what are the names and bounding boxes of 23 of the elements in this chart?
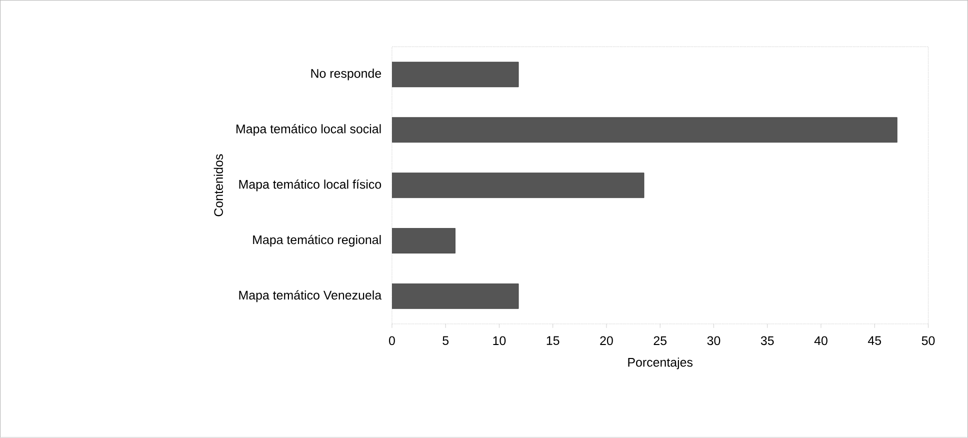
bar (392, 62, 519, 88)
x-tick-label: 30 (707, 336, 720, 346)
y-tick-label: Mapa temático Venezuela (239, 290, 382, 302)
y-tick-label: Mapa temático local físico (239, 180, 382, 192)
x-tick-label: 40 (814, 336, 828, 346)
x-tick-label: 0 (388, 336, 395, 346)
x-tick-label: 15 (546, 336, 560, 346)
x-axis-title: Porcentajes (628, 358, 693, 370)
x-tick-label: 35 (760, 336, 774, 346)
bar (392, 172, 644, 198)
x-tick-label: 5 (442, 336, 449, 346)
y-tick-label: Mapa temático local social (236, 124, 381, 136)
bar (392, 117, 898, 143)
x-tick-label: 45 (868, 336, 882, 346)
y-tick-label: No responde (311, 68, 382, 80)
bar (392, 228, 456, 254)
x-tick-label: 20 (600, 336, 613, 346)
bar (392, 284, 519, 310)
y-tick-label: Mapa temático regional (253, 235, 381, 247)
x-tick-label: 25 (654, 336, 667, 346)
x-tick-label: 10 (493, 336, 506, 346)
x-tick-label: 50 (922, 336, 935, 346)
y-axis-title: Contenidos (214, 154, 223, 216)
